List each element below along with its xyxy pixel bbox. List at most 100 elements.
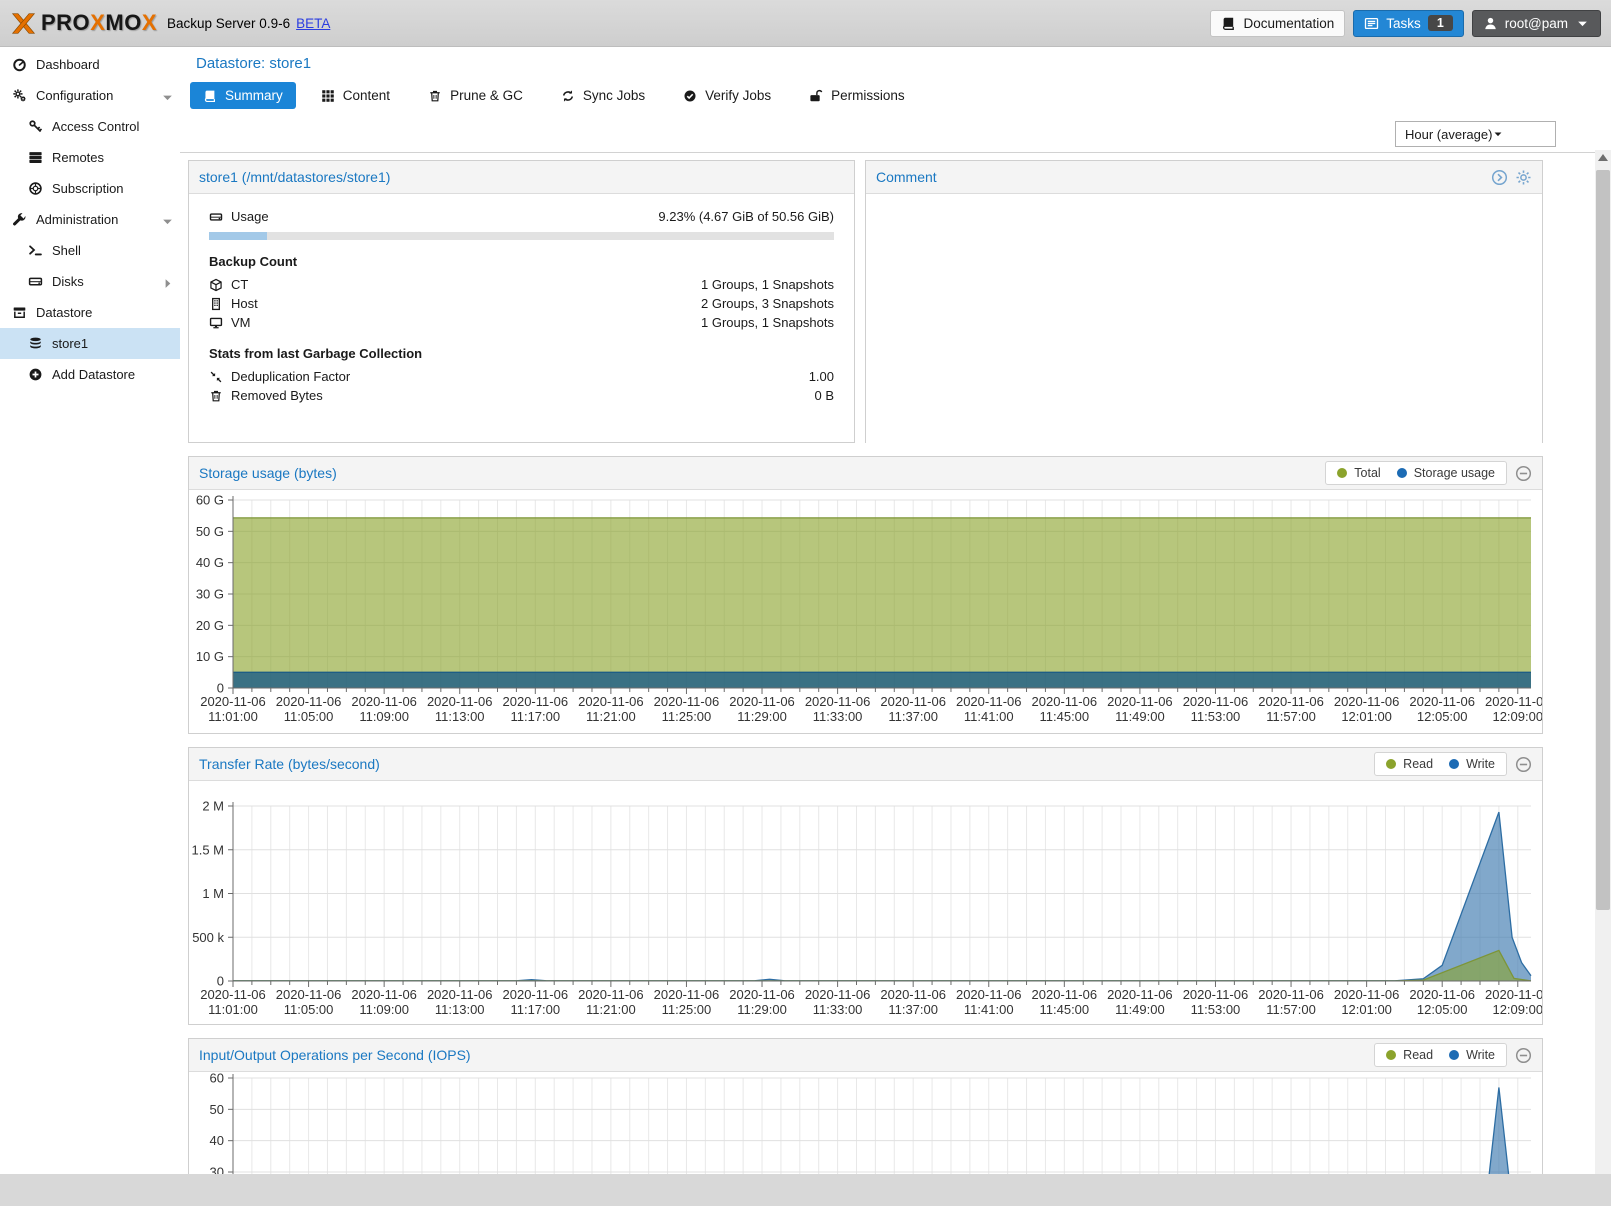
sidebar-item-configuration[interactable]: Configuration xyxy=(0,80,180,111)
legend-dot xyxy=(1449,1050,1460,1060)
usage-label: Usage xyxy=(231,209,269,224)
minus-circle-icon[interactable] xyxy=(1515,756,1532,773)
series-area-write xyxy=(1489,1087,1509,1174)
tab-label: Sync Jobs xyxy=(582,88,646,103)
user-label: root@pam xyxy=(1504,15,1568,31)
sidebar-item-add-datastore[interactable]: Add Datastore xyxy=(0,359,180,390)
sidebar-item-label: Datastore xyxy=(36,305,93,320)
documentation-button[interactable]: Documentation xyxy=(1210,9,1346,37)
time-range-select[interactable]: Hour (average) xyxy=(1395,121,1556,147)
app-header: PROXMOX Backup Server 0.9-6 BETA Documen… xyxy=(0,0,1611,47)
comment-panel-title: Comment xyxy=(876,169,937,185)
wrench-icon xyxy=(13,213,26,226)
usage-value: 9.23% (4.67 GiB of 50.56 GiB) xyxy=(658,209,834,224)
scrollbar-thumb[interactable] xyxy=(1596,170,1610,910)
datastore-info-header: store1 (/mnt/datastores/store1) xyxy=(189,161,854,194)
beta-link[interactable]: BETA xyxy=(296,15,331,31)
legend-item-write[interactable]: Write xyxy=(1449,757,1495,771)
x-tick-label: 2020-11-06 11:09:00 xyxy=(351,694,417,724)
tab-summary[interactable]: Summary xyxy=(190,82,296,109)
scroll-up-arrow-icon[interactable] xyxy=(1598,154,1608,161)
sidebar-item-label: Subscription xyxy=(52,181,124,196)
legend-label: Read xyxy=(1403,757,1434,771)
comment-panel-tools xyxy=(1491,169,1532,186)
transfer-chart-title: Transfer Rate (bytes/second) xyxy=(199,756,380,772)
product-version: Backup Server 0.9-6 xyxy=(167,15,291,31)
y-tick-label: 1.5 M xyxy=(191,842,224,857)
terminal-icon xyxy=(29,245,42,256)
legend-item-write[interactable]: Write xyxy=(1449,1048,1495,1062)
backup-row-ct: CT 1 Groups, 1 Snapshots xyxy=(209,275,834,294)
vertical-scrollbar[interactable] xyxy=(1595,150,1611,1174)
x-tick-label: 2020-11-06 11:57:00 xyxy=(1258,987,1324,1017)
comment-panel-body[interactable] xyxy=(866,194,1542,443)
tab-prune-gc[interactable]: Prune & GC xyxy=(415,82,536,109)
series-area-write xyxy=(233,812,1531,981)
x-tick-label: 2020-11-06 11:49:00 xyxy=(1107,987,1173,1017)
tab-sync-jobs[interactable]: Sync Jobs xyxy=(548,82,658,109)
row-value: 0 B xyxy=(814,388,834,403)
storage-chart-title: Storage usage (bytes) xyxy=(199,465,337,481)
sidebar-item-store1[interactable]: store1 xyxy=(0,328,180,359)
brand-segment: PRO xyxy=(41,10,91,35)
sidebar: Dashboard Configuration Access Control Remo… xyxy=(0,47,180,1174)
lifering-icon xyxy=(29,182,42,195)
legend-dot xyxy=(1396,468,1407,478)
storage-chart-body: 0 10 G 20 G 30 G 40 G 50 G 60 G 2020-11-06 11:01… xyxy=(189,490,1542,734)
y-tick-label: 50 xyxy=(210,1102,224,1117)
legend-item-total[interactable]: Total xyxy=(1337,466,1381,480)
sidebar-item-access-control[interactable]: Access Control xyxy=(0,111,180,142)
sidebar-item-administration[interactable]: Administration xyxy=(0,204,180,235)
series-area-storage-usage xyxy=(233,672,1531,688)
book-icon xyxy=(204,90,215,102)
transfer-chart-panel: Transfer Rate (bytes/second) Read Write 0 50… xyxy=(188,747,1543,1025)
caret-down-icon[interactable] xyxy=(160,90,175,105)
sidebar-item-disks[interactable]: Disks xyxy=(0,266,180,297)
sidebar-item-dashboard[interactable]: Dashboard xyxy=(0,49,180,80)
sidebar-item-label: Dashboard xyxy=(36,57,100,72)
iops-chart-svg: 01020304050602020-11-0611:01:002020-11-0… xyxy=(210,1072,1531,1174)
caret-down-icon[interactable] xyxy=(160,214,175,229)
tab-permissions[interactable]: Permissions xyxy=(796,82,918,109)
iops-legend: Read Write xyxy=(1374,1043,1507,1067)
datastore-info-panel: store1 (/mnt/datastores/store1) Usage 9.… xyxy=(188,160,855,443)
x-tick-label: 2020-11-06 11:45:00 xyxy=(1032,694,1098,724)
y-tick-label: 30 G xyxy=(196,587,224,602)
backup-count-rows: CT 1 Groups, 1 Snapshots Host 2 Groups, 3 S… xyxy=(209,275,834,332)
user-menu-button[interactable]: root@pam xyxy=(1471,9,1601,37)
x-tick-label: 2020-11-06 11:05:00 xyxy=(276,987,342,1017)
legend-dot xyxy=(1386,759,1397,769)
cube-icon xyxy=(210,278,222,291)
legend-item-storage-usage[interactable]: Storage usage xyxy=(1396,466,1495,480)
check-circle-icon xyxy=(684,89,696,102)
minus-circle-icon[interactable] xyxy=(1515,465,1532,482)
legend-label: Write xyxy=(1466,757,1495,771)
legend-item-read[interactable]: Read xyxy=(1386,1048,1433,1062)
legend-item-read[interactable]: Read xyxy=(1386,757,1433,771)
tab-content[interactable]: Content xyxy=(308,82,403,109)
tab-label: Content xyxy=(342,88,391,103)
x-tick-label: 2020-11-06 11:41:00 xyxy=(956,694,1022,724)
tasks-button[interactable]: Tasks 1 xyxy=(1353,9,1464,37)
sidebar-item-shell[interactable]: Shell xyxy=(0,235,180,266)
x-tick-label: 2020-11-06 11:49:00 xyxy=(1107,694,1173,724)
minus-circle-icon[interactable] xyxy=(1515,1047,1532,1064)
backup-count-heading: Backup Count xyxy=(209,254,298,269)
y-tick-label: 0 xyxy=(217,974,224,989)
gear-icon[interactable] xyxy=(1515,169,1532,186)
grid-icon xyxy=(321,89,334,102)
x-tick-label: 2020-11-06 11:13:00 xyxy=(427,694,493,724)
x-tick-label: 2020-11-06 11:29:00 xyxy=(729,987,795,1017)
chevron-right-icon[interactable] xyxy=(160,276,175,291)
chevron-circle-right-icon[interactable] xyxy=(1491,169,1508,186)
sidebar-item-remotes[interactable]: Remotes xyxy=(0,142,180,173)
main-content: Datastore: store1 Summary Content Prune & … xyxy=(180,47,1595,1174)
tab-verify-jobs[interactable]: Verify Jobs xyxy=(670,82,784,109)
x-tick-label: 2020-11-06 11:21:00 xyxy=(578,987,644,1017)
list-icon xyxy=(1365,17,1379,29)
row-label: CT xyxy=(231,277,249,292)
sidebar-item-datastore[interactable]: Datastore xyxy=(0,297,180,328)
sidebar-item-label: Remotes xyxy=(52,150,105,165)
y-tick-label: 2 M xyxy=(202,799,224,814)
sidebar-item-subscription[interactable]: Subscription xyxy=(0,173,180,204)
